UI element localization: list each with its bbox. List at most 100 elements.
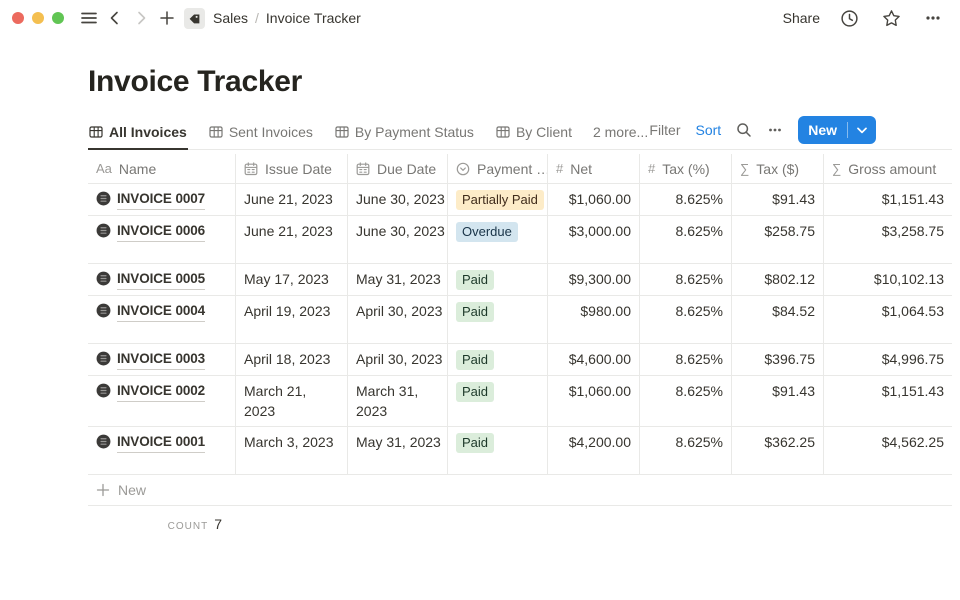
cell-payment-status[interactable]: Paid: [448, 427, 548, 475]
cell-issue-date[interactable]: April 19, 2023: [236, 296, 348, 344]
filter-button[interactable]: Filter: [649, 122, 681, 138]
cell-name[interactable]: INVOICE 0004: [88, 296, 236, 344]
cell-net[interactable]: $4,200.00: [548, 427, 640, 475]
cell-payment-status[interactable]: Partially Paid: [448, 184, 548, 216]
cell-net[interactable]: $3,000.00: [548, 216, 640, 264]
cell-due-date[interactable]: April 30, 2023: [348, 296, 448, 344]
forward-icon[interactable]: [128, 5, 154, 31]
chevron-down-icon[interactable]: [848, 127, 876, 134]
new-button-label[interactable]: New: [808, 122, 837, 138]
cell-net[interactable]: $9,300.00: [548, 264, 640, 296]
cell-issue-date[interactable]: May 17, 2023: [236, 264, 348, 296]
cell-payment-status[interactable]: Paid: [448, 296, 548, 344]
cell-tax-percent[interactable]: 8.625%: [640, 296, 732, 344]
cell-payment-status[interactable]: Paid: [448, 264, 548, 296]
table-row[interactable]: INVOICE 0005 May 17, 2023 May 31, 2023 Paid…: [88, 264, 952, 296]
cell-gross-amount[interactable]: $1,151.43: [824, 376, 952, 427]
table-row[interactable]: INVOICE 0006 June 21, 2023 June 30, 2023 Ov…: [88, 216, 952, 264]
cell-gross-amount[interactable]: $4,562.25: [824, 427, 952, 475]
cell-name[interactable]: INVOICE 0007: [88, 184, 236, 216]
cell-net[interactable]: $1,060.00: [548, 376, 640, 427]
invoice-name-link[interactable]: INVOICE 0001: [117, 432, 205, 453]
cell-gross-amount[interactable]: $1,064.53: [824, 296, 952, 344]
cell-tax-dollars[interactable]: $802.12: [732, 264, 824, 296]
invoice-name-link[interactable]: INVOICE 0005: [117, 269, 205, 290]
cell-name[interactable]: INVOICE 0006: [88, 216, 236, 264]
table-row[interactable]: INVOICE 0004 April 19, 2023 April 30, 2023…: [88, 296, 952, 344]
cell-issue-date[interactable]: April 18, 2023: [236, 344, 348, 376]
column-header-tax[interactable]: # Tax (%): [640, 154, 732, 184]
cell-issue-date[interactable]: June 21, 2023: [236, 216, 348, 264]
close-window-button[interactable]: [12, 12, 24, 24]
view-tab-all-invoices[interactable]: All Invoices: [88, 120, 188, 150]
column-header-name[interactable]: Aa Name: [88, 154, 236, 184]
view-tab-by-payment-status[interactable]: By Payment Status: [334, 120, 475, 150]
cell-gross-amount[interactable]: $10,102.13: [824, 264, 952, 296]
cell-tax-dollars[interactable]: $362.25: [732, 427, 824, 475]
cell-issue-date[interactable]: June 21, 2023: [236, 184, 348, 216]
back-icon[interactable]: [102, 5, 128, 31]
cell-due-date[interactable]: April 30, 2023: [348, 344, 448, 376]
new-row-button[interactable]: New: [88, 475, 952, 506]
cell-payment-status[interactable]: Overdue: [448, 216, 548, 264]
column-header-gross-amount[interactable]: ∑ Gross amount: [824, 154, 952, 184]
cell-tax-percent[interactable]: 8.625%: [640, 264, 732, 296]
cell-name[interactable]: INVOICE 0003: [88, 344, 236, 376]
breadcrumb-section[interactable]: Sales: [213, 10, 249, 26]
cell-name[interactable]: INVOICE 0001: [88, 427, 236, 475]
cell-due-date[interactable]: March 31, 2023: [348, 376, 448, 427]
cell-due-date[interactable]: June 30, 2023: [348, 216, 448, 264]
cell-gross-amount[interactable]: $1,151.43: [824, 184, 952, 216]
cell-tax-dollars[interactable]: $84.52: [732, 296, 824, 344]
invoice-name-link[interactable]: INVOICE 0007: [117, 189, 205, 210]
cell-payment-status[interactable]: Paid: [448, 376, 548, 427]
table-row[interactable]: INVOICE 0007 June 21, 2023 June 30, 2023 Pa…: [88, 184, 952, 216]
cell-net[interactable]: $980.00: [548, 296, 640, 344]
count-calculation[interactable]: COUNT 7: [88, 506, 236, 532]
favorite-star-icon[interactable]: [878, 5, 904, 31]
invoice-name-link[interactable]: INVOICE 0004: [117, 301, 205, 322]
zoom-window-button[interactable]: [52, 12, 64, 24]
cell-tax-percent[interactable]: 8.625%: [640, 344, 732, 376]
cell-tax-dollars[interactable]: $91.43: [732, 376, 824, 427]
column-header-payment[interactable]: Payment …: [448, 154, 548, 184]
sort-button[interactable]: Sort: [695, 122, 722, 138]
minimize-window-button[interactable]: [32, 12, 44, 24]
cell-net[interactable]: $1,060.00: [548, 184, 640, 216]
cell-due-date[interactable]: May 31, 2023: [348, 264, 448, 296]
cell-gross-amount[interactable]: $3,258.75: [824, 216, 952, 264]
cell-tax-percent[interactable]: 8.625%: [640, 376, 732, 427]
sidebar-toggle-icon[interactable]: [76, 5, 102, 31]
cell-tax-dollars[interactable]: $396.75: [732, 344, 824, 376]
column-header-issue-date[interactable]: Issue Date: [236, 154, 348, 184]
invoice-name-link[interactable]: INVOICE 0002: [117, 381, 205, 402]
cell-issue-date[interactable]: March 21, 2023: [236, 376, 348, 427]
invoice-name-link[interactable]: INVOICE 0003: [117, 349, 205, 370]
more-views-button[interactable]: 2 more...: [592, 124, 649, 140]
share-button[interactable]: Share: [782, 10, 820, 26]
cell-name[interactable]: INVOICE 0002: [88, 376, 236, 427]
cell-tax-percent[interactable]: 8.625%: [640, 427, 732, 475]
more-options-icon[interactable]: [920, 5, 946, 31]
cell-tax-percent[interactable]: 8.625%: [640, 216, 732, 264]
cell-gross-amount[interactable]: $4,996.75: [824, 344, 952, 376]
page-title[interactable]: Invoice Tracker: [88, 65, 302, 98]
cell-due-date[interactable]: May 31, 2023: [348, 427, 448, 475]
cell-payment-status[interactable]: Paid: [448, 344, 548, 376]
cell-tax-percent[interactable]: 8.625%: [640, 184, 732, 216]
cell-due-date[interactable]: June 30, 2023: [348, 184, 448, 216]
table-row[interactable]: INVOICE 0002 March 21, 2023 March 31, 2023…: [88, 376, 952, 427]
cell-tax-dollars[interactable]: $258.75: [732, 216, 824, 264]
cell-net[interactable]: $4,600.00: [548, 344, 640, 376]
breadcrumb-page[interactable]: Invoice Tracker: [265, 10, 361, 26]
invoice-name-link[interactable]: INVOICE 0006: [117, 221, 205, 242]
new-page-icon[interactable]: [154, 5, 180, 31]
view-tab-sent-invoices[interactable]: Sent Invoices: [208, 120, 314, 150]
view-options-icon[interactable]: [767, 122, 783, 138]
new-button[interactable]: New: [798, 116, 876, 144]
history-clock-icon[interactable]: [836, 5, 862, 31]
table-row[interactable]: INVOICE 0003 April 18, 2023 April 30, 2023…: [88, 344, 952, 376]
column-header-due-date[interactable]: Due Date: [348, 154, 448, 184]
table-row[interactable]: INVOICE 0001 March 3, 2023 May 31, 2023 Pai…: [88, 427, 952, 475]
cell-issue-date[interactable]: March 3, 2023: [236, 427, 348, 475]
